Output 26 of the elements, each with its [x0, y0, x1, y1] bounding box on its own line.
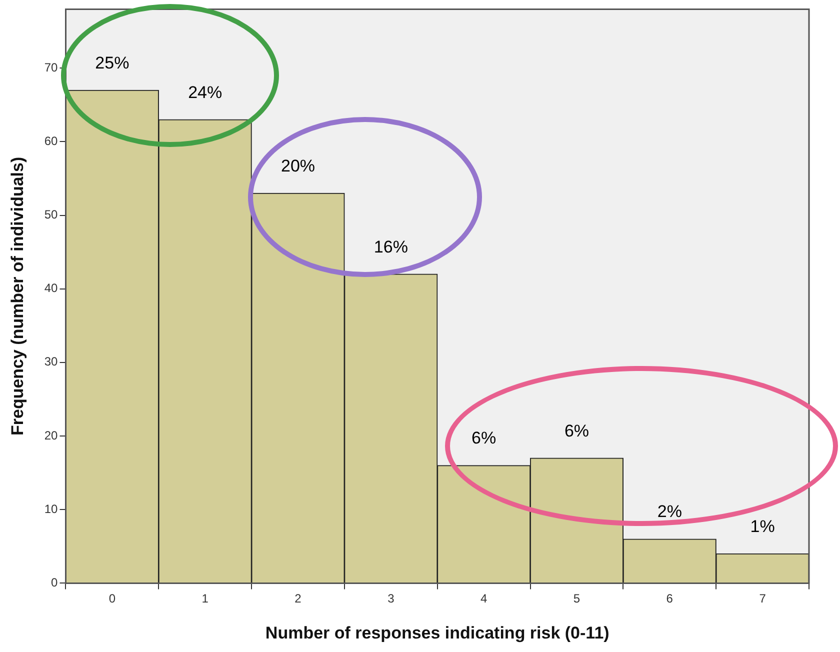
x-axis-title: Number of responses indicating risk (0-11) — [265, 623, 610, 642]
y-tick-label: 70 — [44, 60, 58, 74]
y-tick-label: 0 — [51, 576, 58, 590]
y-tick-label: 30 — [44, 354, 58, 369]
annotation: 20% — [281, 156, 316, 176]
y-axis-title: Frequency (number of individuals) — [8, 156, 27, 436]
y-tick-label: 40 — [44, 281, 58, 296]
annotation: 16% — [374, 237, 408, 256]
annotation: 6% — [472, 428, 496, 448]
x-tick-label: 0 — [108, 592, 116, 606]
annotation: 2% — [657, 502, 682, 522]
annotation: 24% — [188, 82, 222, 102]
x-tick-label: 1 — [202, 592, 209, 606]
annotation: 1% — [750, 516, 775, 536]
y-tick-label: 50 — [44, 208, 58, 222]
y-tick-label: 10 — [44, 502, 58, 516]
y-tick-label: 20 — [44, 428, 58, 442]
annotation: 6% — [564, 421, 590, 440]
x-tick-label: 7 — [759, 592, 766, 606]
x-tick-label: 2 — [294, 592, 302, 606]
y-tick-label: 60 — [44, 134, 58, 148]
x-tick-label: 4 — [480, 592, 488, 606]
x-tick-label: 3 — [388, 592, 395, 606]
x-tick-label: 5 — [573, 592, 580, 606]
annotation: 25% — [95, 53, 130, 72]
x-tick-label: 6 — [666, 592, 674, 606]
